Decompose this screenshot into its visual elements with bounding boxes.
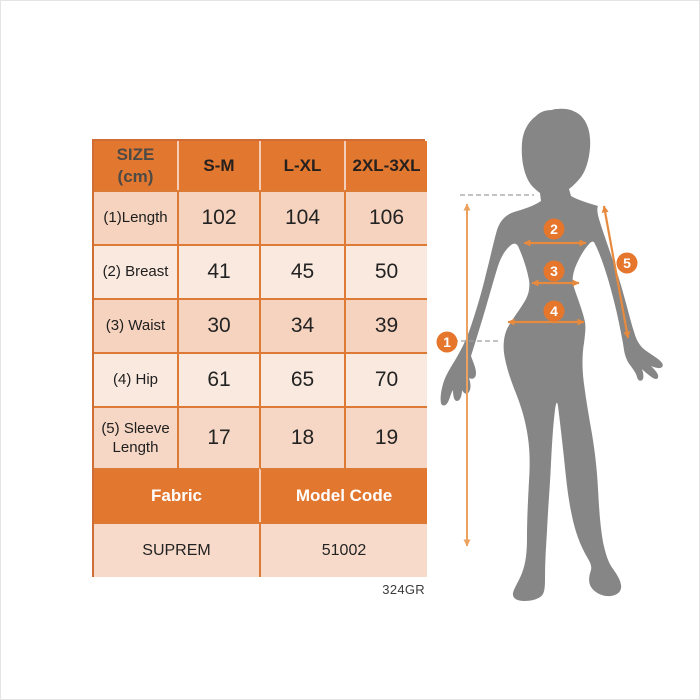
size-unit-header: SIZE (cm) (94, 141, 177, 190)
waist-sm: 30 (177, 298, 259, 352)
table-row-sleeve-length: (5) Sleeve Length 17 18 19 (94, 406, 427, 468)
hip-2xl3xl: 70 (344, 352, 427, 406)
fabric-header: Fabric (94, 468, 259, 522)
table-row-breast: (2) Breast 41 45 50 (94, 244, 427, 298)
measure-badge-4: 4 (543, 300, 565, 322)
breast-sm: 41 (177, 244, 259, 298)
measurement-figure: 1 2 3 4 5 (436, 108, 663, 601)
sleeve-arrow (601, 205, 631, 339)
badge-4-number: 4 (550, 303, 558, 319)
model-code-value: 51002 (259, 522, 427, 577)
size-unit-label: (cm) (117, 166, 154, 186)
table-footer-value-row: SUPREM 51002 (94, 522, 427, 577)
badge-5-number: 5 (623, 255, 631, 271)
size-table-header-row: SIZE (cm) S-M L-XL 2XL-3XL (94, 141, 427, 190)
hip-sm: 61 (177, 352, 259, 406)
table-row-waist: (3) Waist 30 34 39 (94, 298, 427, 352)
fabric-value: SUPREM (94, 522, 259, 577)
row-label-hip: (4) Hip (94, 352, 177, 406)
column-header-lxl: L-XL (259, 141, 344, 190)
length-lxl: 104 (259, 190, 344, 244)
sleeve-sm: 17 (177, 406, 259, 468)
waist-lxl: 34 (259, 298, 344, 352)
breast-lxl: 45 (259, 244, 344, 298)
table-row-hip: (4) Hip 61 65 70 (94, 352, 427, 406)
badge-2-number: 2 (550, 221, 558, 237)
measure-badge-2: 2 (543, 218, 565, 240)
size-label: SIZE (116, 145, 155, 165)
measure-badge-5: 5 (616, 252, 638, 274)
badge-3-number: 3 (550, 263, 558, 279)
measure-badge-1: 1 (436, 331, 458, 353)
sleeve-2xl3xl: 19 (344, 406, 427, 468)
row-label-waist: (3) Waist (94, 298, 177, 352)
table-row-length: (1)Length 102 104 106 (94, 190, 427, 244)
model-code-header: Model Code (259, 468, 427, 522)
row-label-breast: (2) Breast (94, 244, 177, 298)
size-table: SIZE (cm) S-M L-XL 2XL-3XL (1)Length 102… (92, 139, 427, 577)
sleeve-lxl: 18 (259, 406, 344, 468)
length-sm: 102 (177, 190, 259, 244)
row-label-sleeve-length: (5) Sleeve Length (94, 406, 177, 468)
measure-badge-3: 3 (543, 260, 565, 282)
badge-1-number: 1 (443, 334, 451, 350)
female-silhouette (440, 108, 663, 601)
product-code-watermark: 324GR (382, 582, 425, 597)
hip-lxl: 65 (259, 352, 344, 406)
waist-2xl3xl: 39 (344, 298, 427, 352)
column-header-sm: S-M (177, 141, 259, 190)
table-footer-header-row: Fabric Model Code (94, 468, 427, 522)
length-2xl3xl: 106 (344, 190, 427, 244)
breast-2xl3xl: 50 (344, 244, 427, 298)
column-header-2xl3xl: 2XL-3XL (344, 141, 427, 190)
row-label-length: (1)Length (94, 190, 177, 244)
